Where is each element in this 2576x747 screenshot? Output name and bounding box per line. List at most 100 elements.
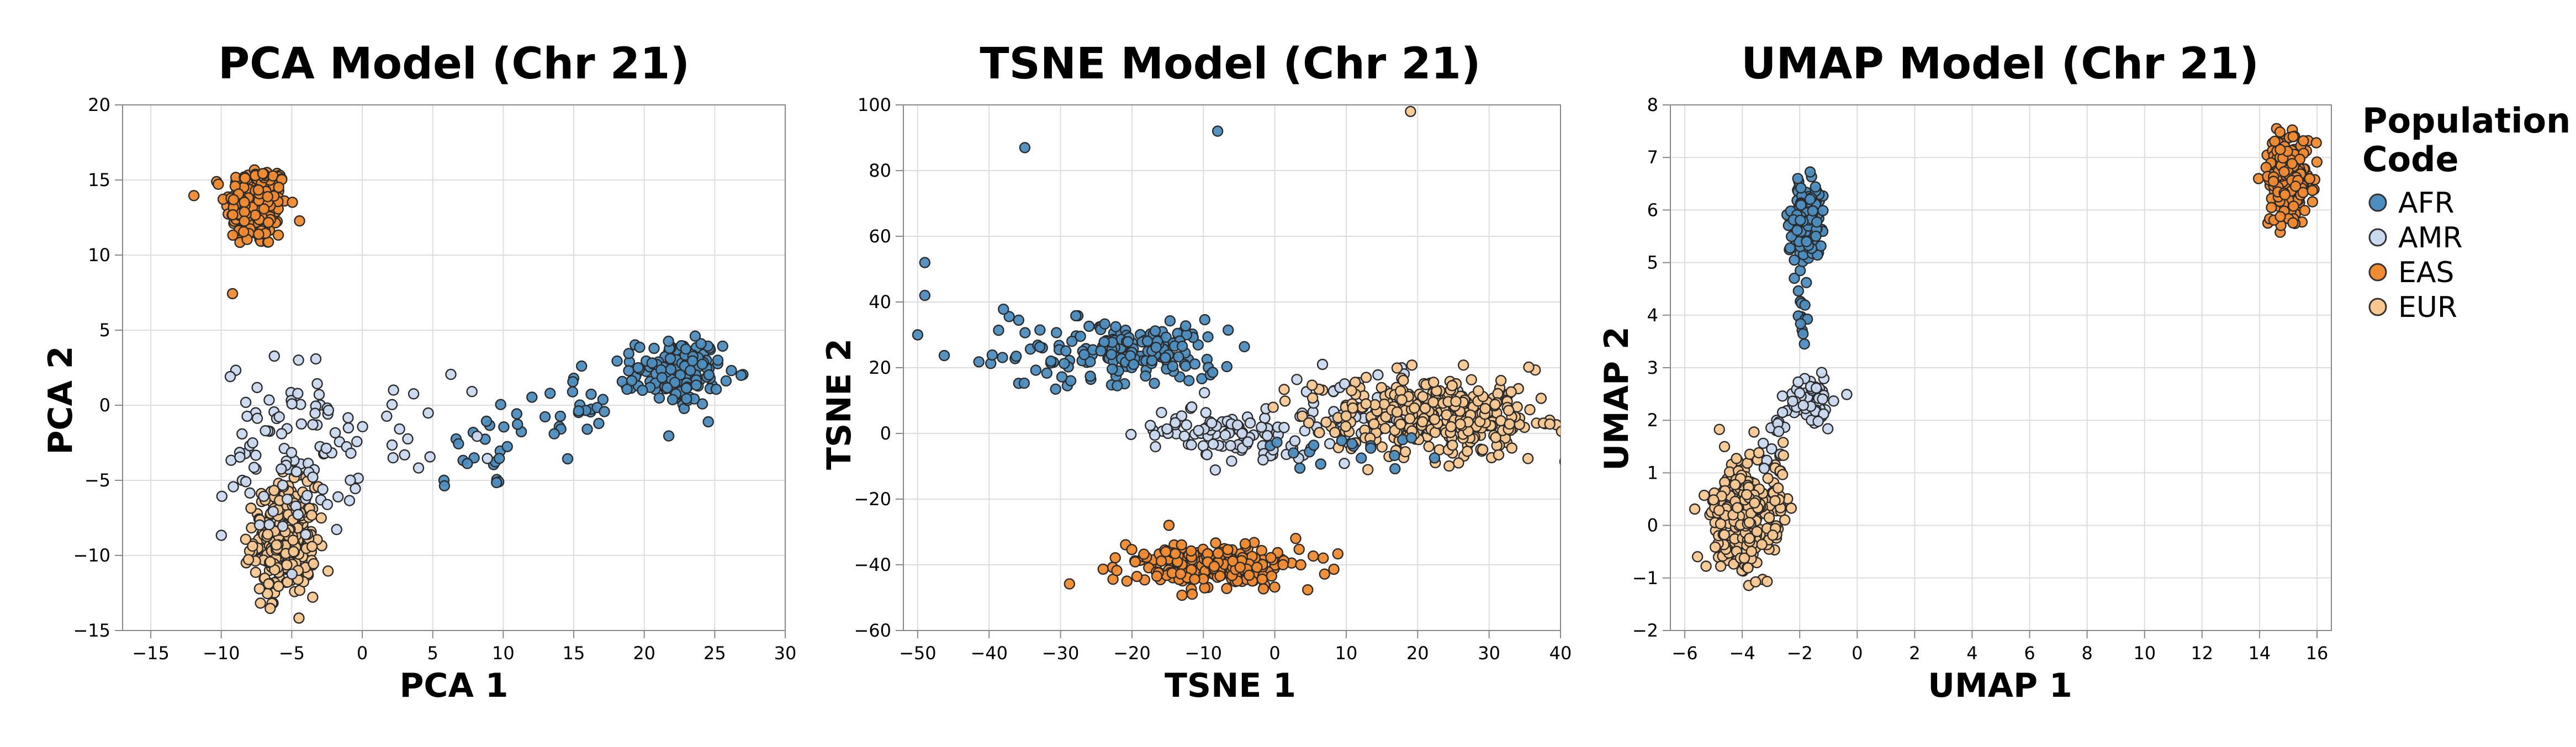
tsne-point-eas [1295, 559, 1306, 571]
pca-point-amr [244, 487, 256, 499]
pca-point-afr [674, 369, 686, 381]
pca-point-afr [717, 340, 728, 352]
tsne-point-eur [1396, 394, 1408, 406]
tsne-xtick-label: 20 [1406, 643, 1429, 664]
umap-point-eur [1743, 532, 1755, 544]
pca-ytick-label: 10 [88, 245, 110, 266]
tsne-point-eur [1404, 413, 1416, 425]
pca-point-amr [251, 382, 263, 394]
tsne-point-eur [1406, 359, 1418, 371]
umap-point-eur [1750, 576, 1762, 588]
tsne-point-eur [1320, 416, 1332, 428]
umap-point-eur [1753, 447, 1765, 459]
pca-point-eur [247, 541, 258, 552]
pca-point-afr [665, 363, 677, 375]
legend-title-line1: Population [2362, 100, 2570, 141]
pca-point-afr [648, 342, 660, 354]
tsne-point-afr [993, 325, 1004, 336]
tsne-point-eur [1544, 418, 1556, 430]
pca-xtick-label: 15 [563, 643, 585, 664]
umap-point-eur [1763, 512, 1775, 523]
umap-point-eur [1769, 495, 1781, 507]
umap-point-eur [1718, 529, 1731, 541]
umap-ytick-label: 6 [1647, 199, 1658, 220]
umap-point-amr [1828, 395, 1839, 407]
pca-point-afr [667, 394, 679, 405]
tsne-point-afr [1405, 432, 1417, 444]
tsne-point-eur [1506, 442, 1518, 454]
pca-xtick-label: 20 [633, 643, 655, 664]
pca-point-afr [637, 384, 648, 396]
tsne-point-afr [1060, 345, 1072, 357]
tsne-point-amr [1156, 407, 1167, 418]
tsne-xtick-label: 30 [1478, 643, 1500, 664]
pca-xtick-label: −10 [203, 643, 240, 664]
tsne-ytick-label: 20 [869, 357, 891, 378]
pca-point-afr [575, 360, 588, 372]
tsne-point-eur [1362, 464, 1374, 475]
pca-xtick-label: 0 [357, 643, 368, 664]
pca-point-amr [240, 396, 252, 408]
tsne-point-afr [1271, 437, 1283, 448]
tsne-xtick-label: −20 [1113, 643, 1151, 664]
tsne-point-afr [1078, 349, 1090, 361]
pca-point-amr [273, 411, 285, 423]
pca-point-afr [663, 335, 674, 347]
umap-panel: UMAP Model (Chr 21) UMAP 1 UMAP 2 −6 −4 −2… [1598, 39, 2332, 705]
tsne-point-eas [1257, 583, 1270, 595]
pca-xtick-label: −15 [132, 643, 170, 664]
tsne-point-eas [1212, 548, 1224, 559]
tsne-xtick-label: 0 [1269, 643, 1280, 664]
pca-point-amr [345, 474, 356, 486]
tsne-point-eur [1450, 395, 1462, 407]
pca-point-amr [240, 476, 252, 488]
umap-ytick-label: 5 [1647, 252, 1658, 273]
pca-point-eas [272, 229, 284, 241]
pca-point-amr [277, 521, 289, 532]
tsne-point-eur [1503, 405, 1515, 416]
tsne-point-amr [1226, 455, 1237, 467]
tsne-point-eas [1266, 570, 1278, 582]
tsne-point-eas [1189, 573, 1200, 585]
tsne-point-eur [1368, 418, 1380, 430]
tsne-point-afr [1066, 336, 1078, 347]
tsne-point-amr [1231, 419, 1244, 431]
umap-xtick-label: 16 [2306, 643, 2329, 664]
pca-point-amr [228, 481, 239, 492]
pca-point-afr [626, 375, 638, 386]
pca-point-eur [293, 612, 305, 624]
tsne-point-afr [912, 329, 924, 341]
pca-point-afr [453, 438, 464, 449]
legend-label-amr: AMR [2398, 221, 2463, 255]
pca-point-amr [260, 425, 271, 437]
tsne-point-eur [1504, 418, 1516, 430]
tsne-point-afr [1010, 351, 1022, 362]
umap-point-eas [2275, 211, 2286, 222]
pca-panel: PCA Model (Chr 21) PCA 1 PCA 2 −15 −10 −5 0… [41, 39, 796, 705]
tsne-ytick-label: −60 [854, 620, 891, 641]
tsne-point-afr [986, 349, 998, 361]
umap-point-amr [1766, 443, 1778, 455]
umap-xtick-label: 8 [2081, 643, 2092, 664]
tsne-point-eas [1121, 575, 1133, 587]
pca-point-amr [250, 449, 262, 461]
tsne-point-amr [1242, 436, 1254, 448]
umap-point-amr [1810, 382, 1822, 394]
umap-point-eas [2304, 173, 2315, 184]
tsne-point-eas [1176, 589, 1188, 601]
pca-point-amr [295, 418, 307, 430]
pca-point-amr [285, 447, 298, 458]
umap-point-eas [2269, 135, 2281, 147]
pca-point-amr [277, 479, 289, 491]
tsne-point-eur [1419, 402, 1431, 414]
tsne-point-afr [1112, 380, 1123, 391]
tsne-point-eur [1427, 377, 1440, 388]
pca-point-afr [597, 394, 609, 405]
legend-item-eur: EUR [2368, 291, 2457, 324]
tsne-point-afr [1030, 364, 1042, 376]
umap-point-afr [1800, 277, 1812, 288]
pca-point-amr [276, 463, 287, 475]
pca-title: PCA Model (Chr 21) [218, 39, 690, 89]
tsne-point-eas [1293, 543, 1305, 555]
